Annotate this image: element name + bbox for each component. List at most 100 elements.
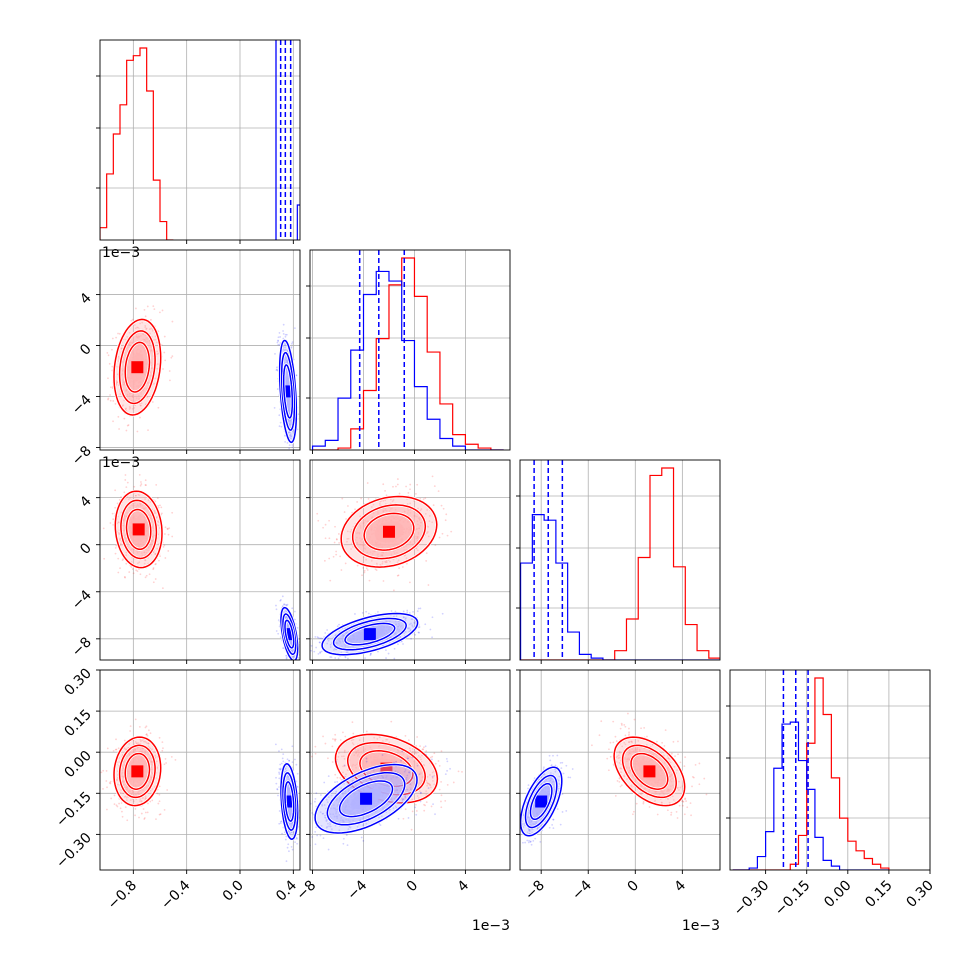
sample-point — [117, 415, 120, 418]
sample-point — [284, 343, 287, 346]
sample-point — [152, 551, 155, 553]
sample-point — [304, 635, 306, 637]
sample-point — [118, 802, 120, 805]
sample-point — [279, 598, 282, 601]
sample-point — [144, 726, 147, 729]
sample-point — [119, 567, 121, 570]
sample-point — [149, 501, 152, 503]
sample-point — [338, 623, 340, 626]
sample-point — [153, 382, 156, 385]
sample-point — [396, 574, 399, 577]
sample-point — [392, 558, 395, 561]
sample-point — [131, 318, 134, 321]
sample-point — [116, 783, 119, 786]
sample-point — [319, 651, 322, 653]
sample-point — [276, 341, 279, 344]
sample-point — [156, 353, 159, 356]
sample-point — [409, 483, 412, 486]
panel-1-0 — [100, 250, 300, 450]
sample-point — [295, 374, 298, 377]
sample-point — [138, 494, 141, 497]
sample-point — [385, 657, 387, 659]
sample-point — [139, 404, 142, 407]
sample-point — [103, 557, 106, 560]
sample-point — [111, 512, 114, 515]
density-peak — [131, 361, 144, 374]
sample-point — [124, 407, 127, 410]
sample-point — [125, 429, 128, 432]
sample-point — [402, 643, 404, 645]
sample-point — [354, 613, 356, 615]
sample-point — [162, 368, 164, 370]
sample-point — [143, 562, 146, 565]
sample-point — [445, 513, 448, 516]
sample-point — [145, 725, 148, 728]
sample-point — [277, 339, 279, 342]
sample-point — [361, 612, 364, 614]
sample-point — [114, 402, 117, 405]
sample-point — [347, 505, 349, 507]
sample-point — [285, 656, 288, 659]
sample-point — [424, 497, 427, 500]
sample-point — [441, 532, 444, 535]
sample-point — [108, 362, 111, 365]
sample-point — [170, 755, 173, 758]
sample-point — [416, 610, 419, 613]
sample-point — [306, 659, 308, 661]
sample-point — [155, 516, 158, 518]
sample-point — [108, 781, 111, 784]
sample-point — [145, 797, 147, 799]
sample-point — [117, 521, 120, 524]
sample-point — [111, 365, 114, 368]
sample-point — [282, 647, 285, 649]
sample-point — [296, 665, 298, 667]
sample-point — [164, 359, 167, 362]
sample-point — [425, 552, 428, 555]
contour-line — [118, 744, 156, 799]
sample-point — [347, 537, 350, 540]
sample-point — [283, 603, 286, 606]
sample-point — [334, 525, 336, 528]
sample-point — [137, 742, 140, 745]
sample-point — [434, 544, 437, 547]
panel-frame — [99, 249, 301, 451]
sample-point — [152, 568, 155, 571]
sample-point — [147, 742, 150, 745]
sample-point — [409, 628, 412, 631]
sample-point — [166, 527, 169, 530]
contour-line — [124, 341, 151, 393]
sample-point — [143, 308, 146, 311]
sample-point — [289, 434, 292, 437]
sample-point — [411, 618, 414, 621]
contour-line — [278, 339, 298, 444]
sample-point — [151, 329, 154, 332]
sample-point — [139, 740, 142, 743]
sample-point — [396, 561, 399, 564]
sample-point — [290, 435, 292, 438]
sample-point — [145, 328, 148, 330]
sample-point — [382, 483, 385, 486]
sample-point — [135, 494, 137, 497]
sample-point — [139, 800, 141, 803]
sample-point — [120, 789, 122, 791]
sample-point — [377, 650, 379, 653]
sample-point — [170, 356, 173, 359]
sample-point — [164, 758, 167, 760]
sample-point — [283, 611, 285, 613]
sample-point — [288, 447, 291, 450]
sample-point — [136, 742, 138, 745]
contour-line — [114, 490, 163, 569]
sample-point — [129, 406, 132, 409]
sample-point — [406, 611, 409, 614]
contour-line — [282, 613, 297, 655]
sample-point — [444, 519, 447, 522]
sample-point — [125, 551, 128, 554]
sample-point — [115, 738, 117, 741]
sample-point — [136, 430, 139, 433]
sample-point — [382, 580, 385, 582]
sample-point — [134, 814, 136, 817]
sample-point — [144, 479, 147, 482]
sample-point — [162, 747, 164, 750]
sample-point — [144, 326, 147, 329]
sample-point — [431, 521, 434, 524]
